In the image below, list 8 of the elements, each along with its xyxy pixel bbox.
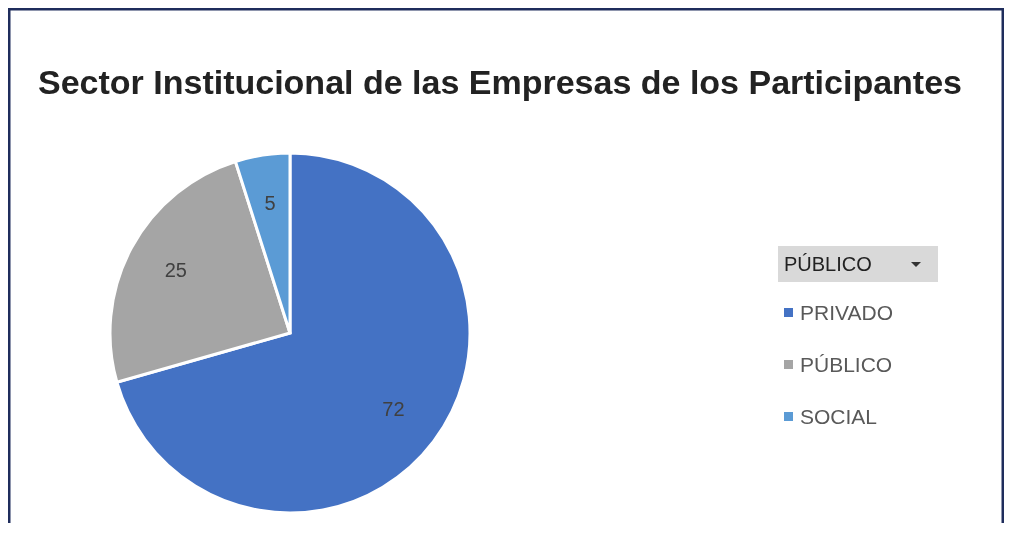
legend-label: PÚBLICO <box>800 353 893 376</box>
legend-title: PÚBLICO <box>784 253 872 275</box>
chart-title: Sector Institucional de las Empresas de los Participantes <box>38 63 962 101</box>
legend-label: PRIVADO <box>800 301 893 324</box>
data-label: 25 <box>164 258 187 281</box>
data-label: 72 <box>382 398 405 421</box>
data-label: 5 <box>264 192 276 215</box>
legend-label: SOCIAL <box>800 405 878 428</box>
